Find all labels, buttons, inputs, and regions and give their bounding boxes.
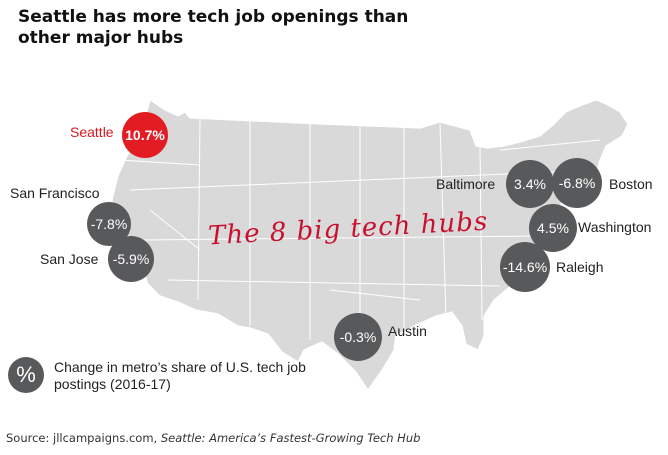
- city-label: San Jose: [40, 251, 99, 267]
- city-label: Raleigh: [556, 259, 604, 275]
- source-prefix: Source: jllcampaigns.com,: [6, 431, 161, 445]
- city-label: Baltimore: [436, 176, 496, 192]
- source-title: Seattle: America’s Fastest-Growing Tech …: [160, 431, 421, 445]
- legend-percent-icon: %: [8, 357, 44, 393]
- value-bubble: 3.4%: [506, 160, 554, 208]
- value-bubble: 4.5%: [529, 204, 577, 252]
- city-label: Seattle: [70, 124, 114, 140]
- source-note: Source: jllcampaigns.com, Seattle: Ameri…: [6, 431, 420, 445]
- city-label: Boston: [609, 176, 653, 192]
- city-label: San Francisco: [10, 185, 100, 201]
- city-label: Washington: [578, 219, 652, 235]
- value-bubble: -14.6%: [500, 242, 550, 292]
- value-bubble: -6.8%: [552, 158, 602, 208]
- page-title: Seattle has more tech job openings than …: [18, 7, 409, 48]
- value-bubble: -5.9%: [108, 236, 154, 282]
- city-label: Austin: [388, 323, 427, 339]
- value-bubble: -0.3%: [334, 313, 382, 361]
- legend-text: Change in metro’s share of U.S. tech job…: [54, 359, 306, 392]
- value-bubble: 10.7%: [122, 112, 168, 158]
- us-mainland-shape: [111, 99, 629, 392]
